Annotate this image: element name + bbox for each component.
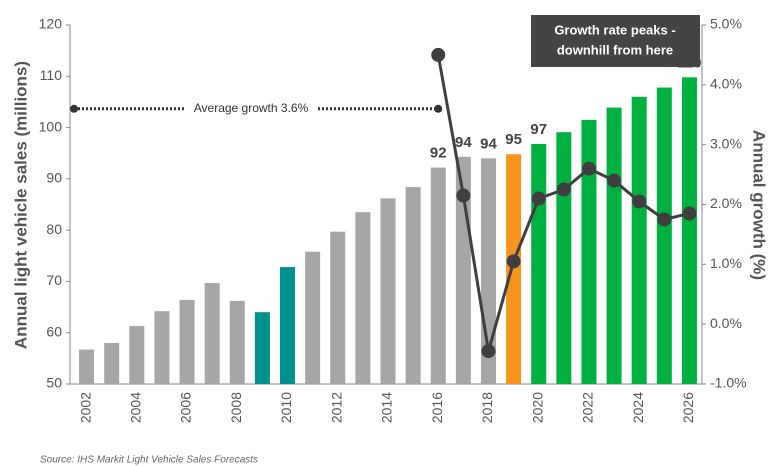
y-tick-label: 100: [39, 118, 63, 134]
growth-marker: [632, 194, 647, 209]
bar: [254, 312, 270, 384]
bar: [405, 187, 421, 384]
bar: [606, 107, 622, 384]
average-label: Average growth 3.6%: [194, 101, 309, 115]
growth-marker: [506, 254, 521, 269]
average-end: [434, 104, 443, 113]
growth-marker: [431, 47, 446, 62]
x-tick-label: 2022: [580, 392, 596, 423]
callout-text: Growth rate peaks -: [554, 22, 675, 37]
bar: [531, 143, 547, 384]
y2-tick-label: 2.0%: [710, 195, 742, 211]
value-label: 94: [480, 135, 497, 152]
y2-tick-label: 1.0%: [710, 255, 742, 271]
average-end: [70, 104, 78, 113]
x-tick-label: 2024: [630, 392, 646, 423]
bar: [129, 326, 145, 384]
growth-marker: [581, 161, 596, 176]
y-tick-label: 70: [46, 272, 62, 288]
x-tick-label: 2014: [379, 392, 395, 423]
y-tick-label: 90: [46, 170, 62, 186]
bar: [581, 119, 597, 384]
y2-tick-label: 3.0%: [710, 135, 742, 151]
growth-marker: [657, 212, 672, 227]
y-tick-label: 110: [40, 67, 63, 83]
y2-tick-label: 4.0%: [710, 76, 742, 92]
y2-tick-label: 5.0%: [710, 16, 742, 32]
bar: [556, 132, 572, 384]
bar: [280, 267, 296, 384]
y-tick-label: 60: [46, 323, 62, 339]
growth-marker: [456, 188, 471, 203]
bar: [229, 300, 245, 384]
bar: [305, 251, 321, 384]
bar: [79, 349, 95, 384]
y2-tick-label: -1.0%: [710, 375, 747, 391]
bar: [104, 342, 120, 384]
x-tick-label: 2016: [429, 392, 445, 423]
growth-marker: [682, 206, 697, 221]
x-tick-label: 2006: [178, 392, 194, 423]
growth-marker: [556, 182, 571, 197]
y-tick-label: 80: [46, 221, 62, 237]
bar: [430, 167, 446, 384]
value-label: 95: [505, 131, 522, 148]
bar: [631, 96, 647, 385]
growth-marker: [607, 173, 622, 188]
x-tick-label: 2002: [77, 392, 93, 423]
value-label: 97: [530, 121, 547, 138]
x-tick-label: 2020: [529, 392, 545, 423]
x-tick-label: 2008: [228, 392, 244, 423]
y-axis-label: Annual light vehicle sales (millions): [11, 61, 30, 349]
source: Source: IHS Markit Light Vehicle Sales F…: [40, 455, 258, 466]
x-tick-label: 2026: [680, 392, 696, 423]
value-label: 94: [455, 134, 472, 151]
value-label: 110: [677, 54, 701, 71]
bar: [330, 231, 346, 384]
callout-text: downhill from here: [557, 42, 673, 57]
y-tick-label: 50: [46, 375, 62, 391]
x-tick-label: 2010: [278, 392, 294, 423]
x-tick-label: 2018: [479, 392, 495, 423]
bar: [355, 212, 371, 384]
growth-marker: [531, 191, 546, 206]
bar: [506, 154, 522, 384]
x-tick-label: 2012: [328, 392, 344, 423]
bar: [380, 198, 396, 384]
bar: [204, 282, 220, 384]
y2-axis-label: Annual growth (%): [750, 130, 769, 280]
callout-box: [531, 15, 700, 67]
bar: [681, 77, 697, 384]
y2-tick-label: 0.0%: [710, 315, 742, 331]
bar: [179, 299, 195, 384]
bar: [154, 311, 170, 384]
bar: [656, 87, 672, 384]
value-label: 92: [430, 145, 447, 162]
growth-marker: [481, 344, 496, 359]
y-tick-label: 120: [39, 16, 63, 32]
x-tick-label: 2004: [128, 392, 144, 423]
